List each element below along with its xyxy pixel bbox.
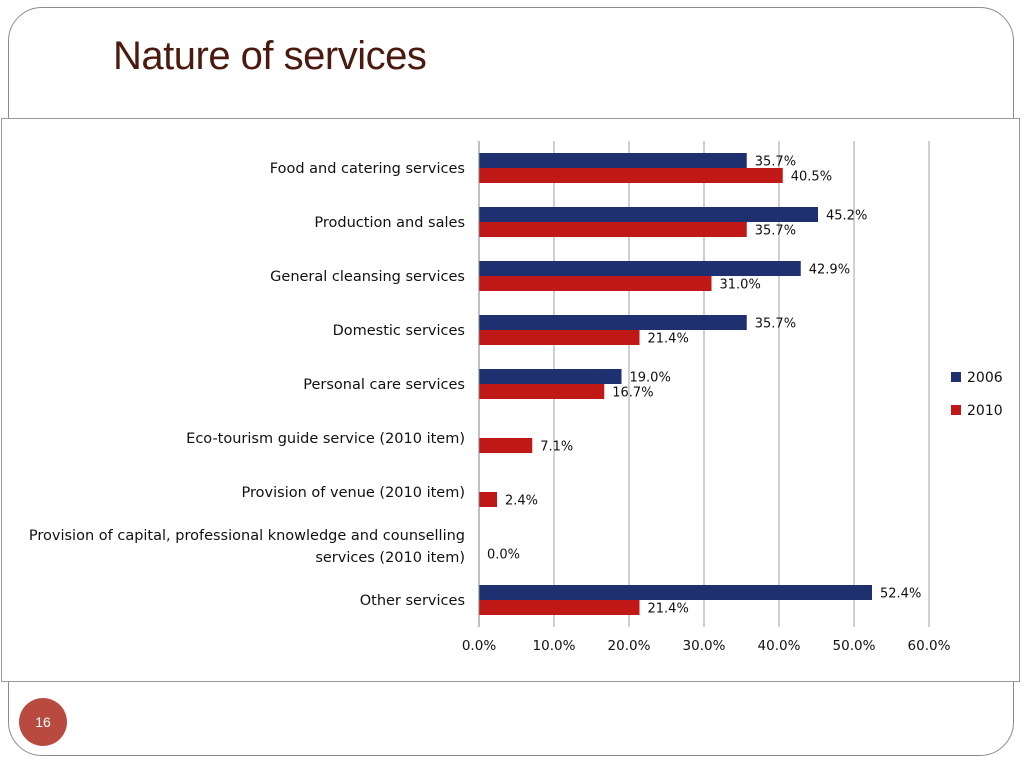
category-label: Food and catering services <box>270 161 465 177</box>
category-label: Domestic services <box>333 323 465 339</box>
data-label-2010: 21.4% <box>648 332 689 347</box>
bar-2010 <box>479 330 640 345</box>
data-label-2010: 31.0% <box>720 278 761 293</box>
data-label-2010: 40.5% <box>791 170 832 185</box>
legend-swatch-2010 <box>951 405 961 415</box>
bar-2006 <box>479 153 747 168</box>
data-label-2010: 35.7% <box>755 224 796 239</box>
data-label-2006: 52.4% <box>880 587 921 602</box>
category-label: Eco-tourism guide service (2010 item) <box>186 431 465 447</box>
x-tick-label: 10.0% <box>533 638 576 654</box>
page-number-badge: 16 <box>19 698 67 746</box>
category-label: General cleansing services <box>270 269 465 285</box>
bar-2010 <box>479 384 605 399</box>
x-tick-label: 30.0% <box>683 638 726 654</box>
chart-area: Food and catering services 35.7% 40.5% Prod… <box>1 118 1020 682</box>
bar-2006 <box>479 369 622 384</box>
bar-2010 <box>479 168 783 183</box>
category-label: Personal care services <box>303 377 465 393</box>
category-label: Provision of venue (2010 item) <box>242 485 465 501</box>
bar-2006 <box>479 585 872 600</box>
data-label-2010: 2.4% <box>505 494 538 509</box>
x-tick-label: 20.0% <box>608 638 651 654</box>
bar-2010 <box>479 492 497 507</box>
data-label-2010: 7.1% <box>540 440 573 455</box>
bar-2010 <box>479 600 640 615</box>
data-label-2006: 45.2% <box>826 209 867 224</box>
x-tick-label: 0.0% <box>462 638 496 654</box>
category-label: Provision of capital, professional knowl… <box>29 528 465 544</box>
data-label-2006: 42.9% <box>809 263 850 278</box>
data-label-2006: 19.0% <box>630 371 671 386</box>
legend-label-2006: 2006 <box>967 370 1003 386</box>
slide-title: Nature of services <box>113 34 427 78</box>
legend-label-2010: 2010 <box>967 403 1003 419</box>
x-tick-label: 50.0% <box>833 638 876 654</box>
bar-2006 <box>479 315 747 330</box>
bar-2010 <box>479 222 747 237</box>
legend-swatch-2006 <box>951 372 961 382</box>
x-tick-label: 60.0% <box>908 638 951 654</box>
bar-2006 <box>479 261 801 276</box>
bar-2010 <box>479 276 712 291</box>
x-tick-label: 40.0% <box>758 638 801 654</box>
data-label-2006: 35.7% <box>755 317 796 332</box>
bar-2006 <box>479 207 818 222</box>
category-label: Other services <box>360 593 465 609</box>
category-label: services (2010 item) <box>315 550 465 566</box>
category-label: Production and sales <box>314 215 465 231</box>
data-label-2010: 0.0% <box>487 548 520 563</box>
data-label-2010: 16.7% <box>612 386 653 401</box>
bar-2010 <box>479 438 533 453</box>
bar-chart: Food and catering services 35.7%40.5%Prod… <box>29 141 1003 654</box>
data-label-2010: 21.4% <box>648 602 689 617</box>
data-label-2006: 35.7% <box>755 155 796 170</box>
